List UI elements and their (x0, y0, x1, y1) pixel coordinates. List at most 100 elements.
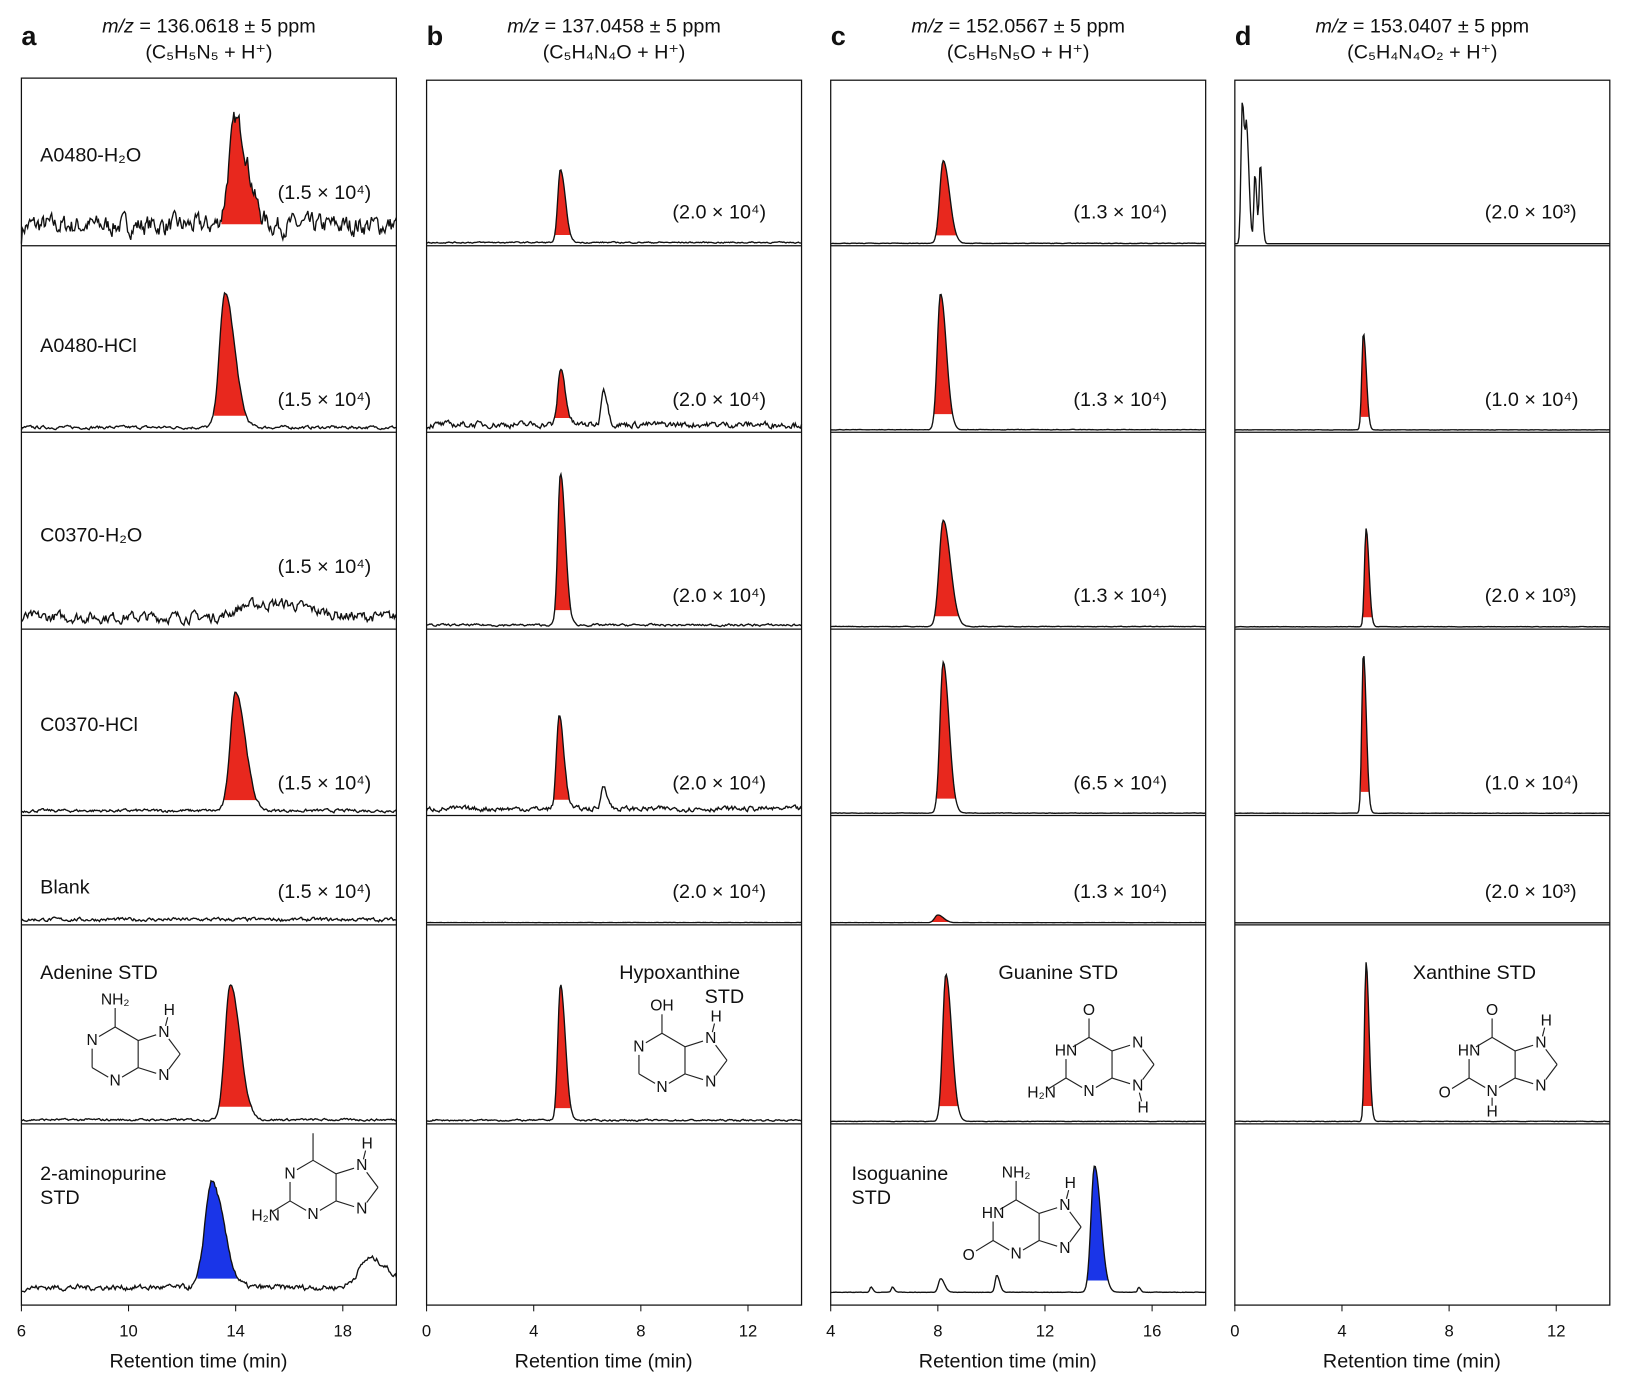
bond (362, 1150, 367, 1160)
bond (1142, 1064, 1155, 1080)
atom-label: N (1535, 1078, 1546, 1095)
atom-label: N (705, 1030, 716, 1047)
bond (296, 1159, 314, 1171)
panel-frame (425, 79, 803, 1306)
atom-label: N (1486, 1083, 1497, 1100)
bond (137, 1034, 157, 1042)
bond (1138, 1092, 1143, 1102)
x-tick-label: 6 (17, 1321, 26, 1340)
x-tick-label: 4 (529, 1321, 538, 1340)
title-mass: = 137.0458 ± 5 ppm (539, 15, 721, 37)
atom-label: HN (982, 1205, 1005, 1222)
bond (1514, 1077, 1534, 1085)
panel-letter: a (21, 20, 37, 51)
atom-label: N (1132, 1078, 1143, 1095)
x-tick-label: 12 (1547, 1321, 1566, 1340)
atom-label: H (1065, 1175, 1076, 1192)
title-mz: m/z (507, 15, 539, 37)
atom-label: H₂N (1027, 1084, 1056, 1101)
bond (1514, 1044, 1534, 1052)
trace-line (830, 293, 1206, 431)
intensity-scale: (1.3 × 10⁴) (1073, 881, 1167, 903)
panel-subtitle: (C₅H₄N₄O₂ + H⁺) (1347, 41, 1497, 63)
bond (638, 1073, 656, 1084)
x-tick-label: 16 (1143, 1321, 1162, 1340)
sample-label: STD (852, 1187, 892, 1209)
trace-line (1234, 102, 1610, 245)
trace-line (830, 1165, 1206, 1294)
panel-c: c m/z = 152.0567 ± 5 ppm (C₅H₅N₅O + H⁺) 4 8 1… (826, 15, 1207, 1373)
atom-label: H (710, 1008, 721, 1025)
trace-row: (2.0 × 10⁴) (426, 169, 802, 247)
trace-line (1234, 332, 1610, 431)
trace-line (426, 984, 802, 1123)
panel-d: d m/z = 153.0407 ± 5 ppm (C₅H₄N₄O₂ + H⁺) 0 4… (1230, 15, 1611, 1373)
atom-label: HN (1055, 1042, 1078, 1059)
bond (121, 1067, 139, 1078)
atom-label: O (1439, 1084, 1451, 1101)
trace-row: (1.5 × 10⁴) C0370-H₂O (20, 525, 397, 630)
bond (1038, 1239, 1058, 1247)
x-tick-label: 8 (1444, 1321, 1453, 1340)
panel-letter: b (427, 20, 444, 51)
trace-row: (1.5 × 10⁴) A0480-HCl (20, 291, 397, 433)
bond (319, 1200, 337, 1211)
atom-label: NH₂ (1002, 1164, 1031, 1181)
trace-line (20, 291, 397, 431)
x-axis-label: Retention time (min) (515, 1351, 693, 1373)
peak-area (219, 985, 252, 1107)
atom-label: N (1010, 1246, 1021, 1263)
trace-row: (2.0 × 10³) (1234, 881, 1610, 926)
peak-area (936, 662, 956, 799)
x-tick-label: 0 (1230, 1321, 1239, 1340)
sample-label: C0370-H₂O (40, 525, 142, 547)
sample-label: A0480-HCl (40, 335, 137, 357)
bond (975, 1240, 994, 1252)
bond (1038, 1207, 1058, 1214)
bond (168, 1053, 181, 1070)
trace-row: (2.0 × 10³) (1234, 102, 1610, 247)
trace-row: (2.0 × 10⁴) (426, 471, 802, 630)
bond (1015, 1199, 1040, 1214)
bond (366, 1187, 379, 1203)
atom-label: OH (650, 998, 673, 1015)
bond (645, 1032, 663, 1044)
atom-label: N (307, 1206, 318, 1223)
trace-row: (1.5 × 10⁴) Blank (20, 877, 397, 926)
trace-row: (2.0 × 10⁴) (426, 881, 802, 926)
sample-label: STD (40, 1187, 80, 1209)
bond (272, 1200, 291, 1212)
x-tick-label: 0 (422, 1321, 431, 1340)
intensity-scale: (1.3 × 10⁴) (1073, 389, 1167, 411)
x-tick-label: 10 (119, 1321, 138, 1340)
bond (1048, 1077, 1067, 1089)
trace-line (1234, 528, 1610, 628)
intensity-scale: (1.5 × 10⁴) (278, 389, 372, 411)
trace-line (1234, 655, 1610, 815)
sample-label: Xanthine STD (1413, 962, 1536, 984)
intensity-scale: (2.0 × 10⁴) (672, 585, 766, 607)
sample-label: STD (705, 986, 745, 1008)
trace-row: (1.5 × 10⁴) C0370-HCl (21, 691, 397, 817)
trace-line (20, 596, 397, 627)
bond (1088, 1036, 1113, 1052)
bond (684, 1040, 704, 1048)
intensity-scale: (2.0 × 10⁴) (672, 202, 766, 224)
trace-row: (1.0 × 10⁴) (1234, 655, 1610, 817)
panel-frame (1234, 79, 1611, 1306)
atom-label: H (1138, 1099, 1149, 1116)
trace-line (830, 972, 1206, 1123)
trace-row: (1.0 × 10⁴) (1234, 332, 1610, 433)
bond (1491, 1036, 1516, 1052)
panel-letter: d (1235, 20, 1252, 51)
title-mass: = 136.0618 ± 5 ppm (134, 15, 316, 37)
trace-line (830, 659, 1206, 815)
atom-label: O (1083, 1002, 1095, 1019)
intensity-scale: (1.3 × 10⁴) (1073, 585, 1167, 607)
bond (366, 1171, 379, 1188)
